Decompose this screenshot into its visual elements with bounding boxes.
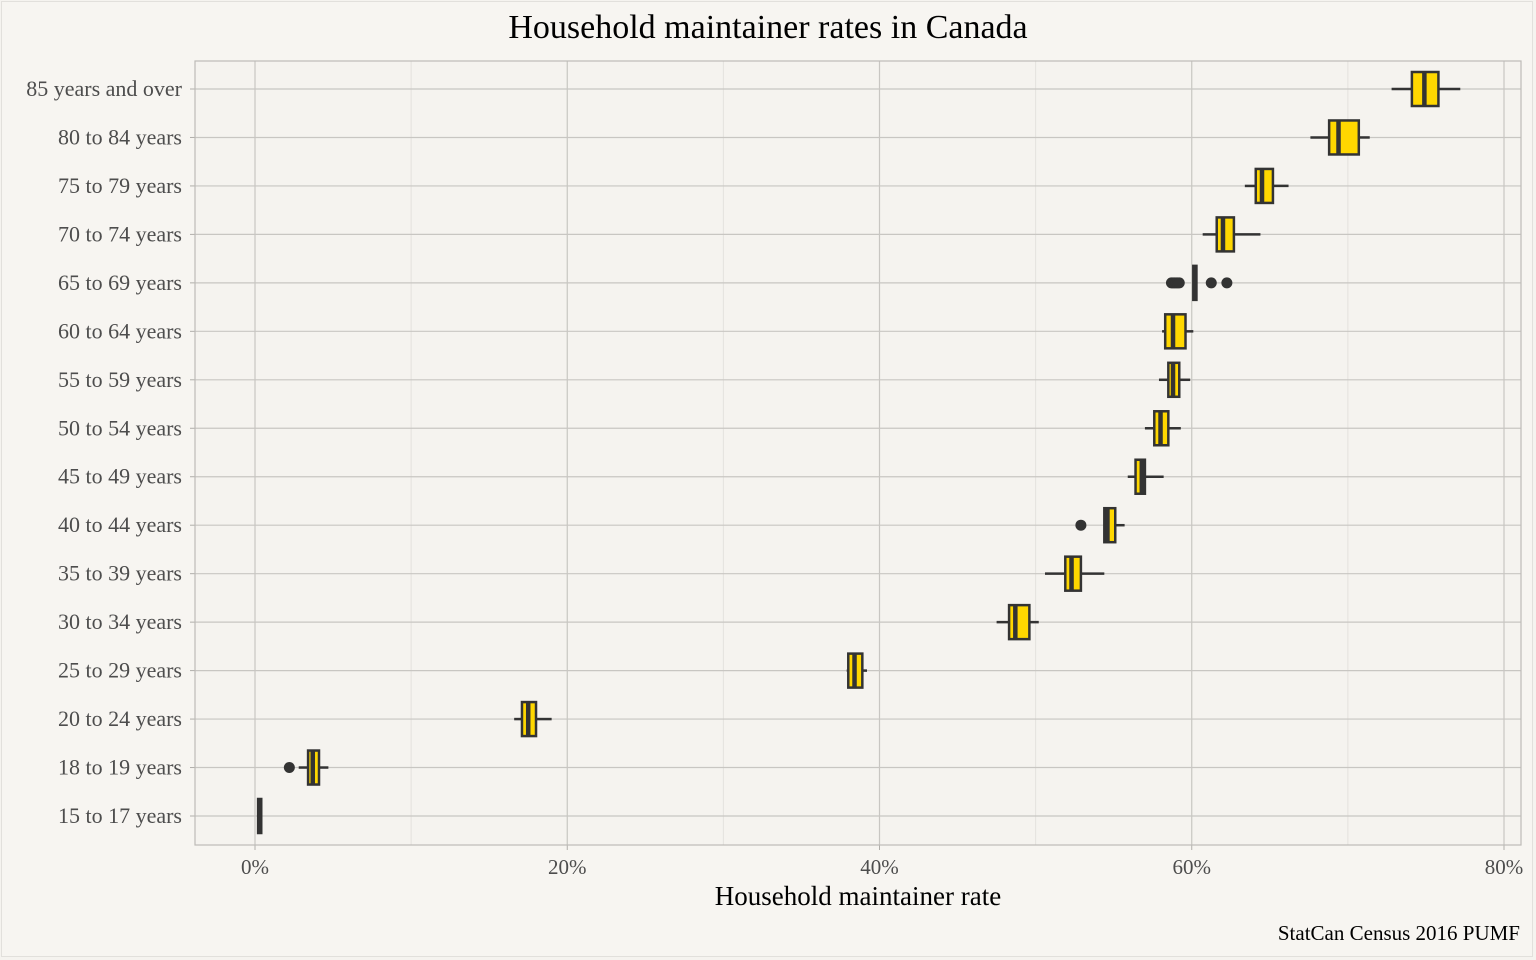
- panel-background: [195, 61, 1521, 845]
- x-tick-label: 0%: [241, 855, 269, 879]
- chart-caption: StatCan Census 2016 PUMF: [1278, 921, 1520, 945]
- y-tick-label: 18 to 19 years: [58, 755, 182, 780]
- y-tick-label: 65 to 69 years: [58, 270, 182, 295]
- box-body: [1007, 603, 1031, 641]
- y-tick-label: 30 to 34 years: [58, 609, 182, 634]
- box-body: [1215, 216, 1236, 253]
- plot-panel: 0% 20% 40% 60% 80% 15 to 17 years 18 to 19 yea…: [26, 60, 1524, 879]
- y-tick-label: 15 to 17 years: [58, 803, 182, 828]
- y-tick-label: 75 to 79 years: [58, 173, 182, 198]
- box-outlier: [1075, 519, 1087, 531]
- box-outlier: [283, 762, 295, 774]
- y-tick-label: 20 to 24 years: [58, 706, 182, 731]
- box-body: [1163, 313, 1187, 350]
- y-tick-label: 40 to 44 years: [58, 512, 182, 537]
- x-tick-label: 20%: [548, 855, 587, 879]
- y-tick-label: 45 to 49 years: [58, 464, 182, 489]
- x-axis-title: Household maintainer rate: [715, 881, 1001, 911]
- box-outlier: [1173, 277, 1185, 289]
- y-tick-label: 85 years and over: [26, 76, 182, 101]
- x-tick-label: 80%: [1485, 855, 1524, 879]
- x-tick-label: 60%: [1173, 855, 1212, 879]
- y-tick-label: 55 to 59 years: [58, 367, 182, 392]
- y-tick-label: 35 to 39 years: [58, 561, 182, 586]
- y-tick-label: 50 to 54 years: [58, 415, 182, 440]
- x-tick-label: 40%: [860, 855, 899, 879]
- y-tick-label: 70 to 74 years: [58, 221, 182, 246]
- box-outlier: [1205, 277, 1217, 289]
- box-body: [1254, 167, 1275, 205]
- y-tick-label: 25 to 29 years: [58, 658, 182, 683]
- box-body: [1103, 506, 1117, 544]
- box-body: [1327, 119, 1361, 156]
- box-outlier: [1221, 277, 1233, 289]
- y-tick-label: 60 to 64 years: [58, 318, 182, 343]
- chart-title: Household maintainer rates in Canada: [508, 9, 1027, 46]
- panel-border: [194, 60, 1522, 846]
- y-tick-label: 80 to 84 years: [58, 124, 182, 149]
